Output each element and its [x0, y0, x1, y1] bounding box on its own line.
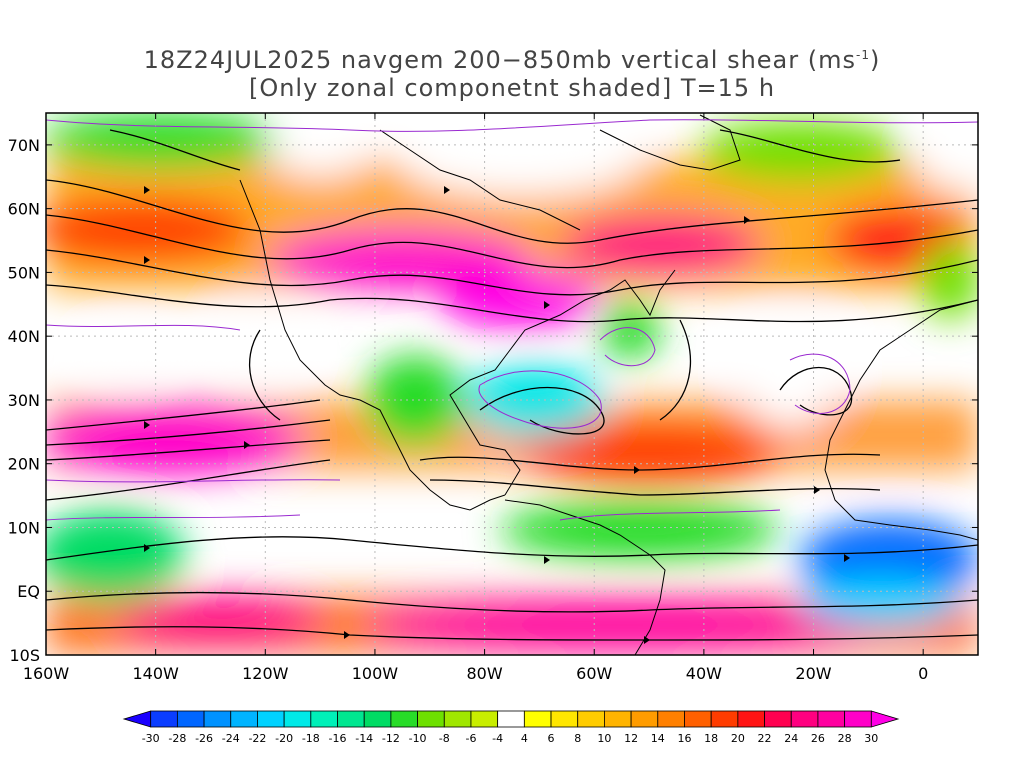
colorbar-swatch: [257, 710, 285, 728]
longitude-label: 80W: [466, 664, 502, 683]
latitude-label: 50N: [8, 263, 40, 282]
colorbar-label: -18: [302, 732, 320, 745]
colorbar-label: -12: [382, 732, 400, 745]
colorbar-swatch: [176, 710, 205, 728]
graticule: [46, 113, 978, 655]
colorbar-label: -6: [465, 732, 476, 745]
colorbar-swatch: [417, 710, 445, 728]
colorbar-swatch: [443, 710, 472, 728]
title-units-superscript: -1: [856, 48, 870, 62]
latitude-label: 70N: [8, 136, 40, 155]
colorbar-swatch: [790, 710, 819, 728]
colorbar-label: 8: [574, 732, 581, 745]
colorbar-swatch: [523, 710, 552, 728]
hudson-bay-coast: [379, 129, 581, 231]
streamline-arrowheads: [144, 186, 850, 644]
colorbar-label: -28: [168, 732, 186, 745]
colorbar-swatch: [844, 710, 872, 728]
longitude-label: 0: [918, 664, 928, 683]
title-suffix: ): [869, 46, 881, 74]
shading-blobs: [46, 113, 978, 655]
colorbar-label: 6: [548, 732, 555, 745]
north-america-east-coast: [449, 269, 676, 496]
colorbar-swatch: [710, 710, 739, 728]
title-text: 18Z24JUL2025 navgem 200−850mb vertical s…: [143, 46, 857, 74]
south-america-coast: [504, 499, 666, 655]
colorbar-swatch: [230, 710, 258, 728]
colorbar-label: -20: [275, 732, 293, 745]
colorbar-label: -26: [195, 732, 213, 745]
longitude-label: 20W: [795, 664, 831, 683]
colorbar-swatch: [657, 710, 685, 728]
colorbar-swatch: [550, 710, 579, 728]
colorbar-label: -30: [142, 732, 160, 745]
latitude-label: 30N: [8, 391, 40, 410]
colorbar-swatch: [122, 710, 152, 728]
latitude-label: 10S: [9, 646, 40, 665]
colorbar-swatch: [283, 710, 312, 728]
colorbar-swatch: [870, 710, 900, 728]
colorbar-label: 16: [677, 732, 691, 745]
latitude-label: EQ: [17, 582, 40, 601]
colorbar-swatch: [390, 710, 418, 728]
colorbar-label: -8: [439, 732, 450, 745]
colorbar-label: 12: [624, 732, 638, 745]
colorbar-label: 22: [758, 732, 772, 745]
colorbar-swatch: [630, 710, 659, 728]
colorbar-label: 28: [838, 732, 852, 745]
plot-frame: [45, 112, 979, 656]
colorbar-swatch: [577, 710, 605, 728]
colorbar-label: -14: [355, 732, 373, 745]
shaded-field: [46, 113, 978, 655]
colorbar-labels: -30 -28 -26 -24 -22 -20 -18 -16 -14 -12 -10 -8 -6 -4 4…: [142, 732, 879, 745]
longitude-label: 100W: [352, 664, 399, 683]
axis-ticks: [45, 113, 978, 656]
colorbar-label: -10: [409, 732, 427, 745]
colorbar-label: 30: [864, 732, 878, 745]
total-shear-contours: [46, 119, 978, 521]
longitude-label: 160W: [23, 664, 70, 683]
colorbar-swatch: [150, 710, 178, 728]
streamlines: [46, 129, 978, 641]
colorbar: [122, 710, 900, 728]
colorbar-swatch: [684, 710, 712, 728]
colorbar-swatch: [497, 710, 525, 728]
colorbar-label: 14: [651, 732, 665, 745]
colorbar-label: 4: [521, 732, 528, 745]
longitude-labels: 160W 140W 120W 100W 80W 60W 40W 20W 0: [23, 664, 928, 683]
latitude-label: 10N: [8, 518, 40, 537]
colorbar-swatch: [203, 710, 232, 728]
latitude-label: 20N: [8, 455, 40, 474]
colorbar-swatch: [604, 710, 632, 728]
colorbar-label: 24: [784, 732, 798, 745]
longitude-label: 120W: [242, 664, 289, 683]
colorbar-swatch: [737, 710, 765, 728]
longitude-label: 60W: [576, 664, 612, 683]
colorbar-swatch: [310, 710, 338, 728]
colorbar-label: 26: [811, 732, 825, 745]
colorbar-swatch: [337, 710, 365, 728]
map-title-line-2: [Only zonal componetnt shaded] T=15 h: [248, 74, 776, 102]
colorbar-swatch: [817, 710, 846, 728]
colorbar-label: -4: [492, 732, 503, 745]
latitude-label: 60N: [8, 200, 40, 219]
longitude-label: 140W: [132, 664, 179, 683]
colorbar-label: 10: [597, 732, 611, 745]
colorbar-label: -22: [248, 732, 266, 745]
colorbar-swatch: [363, 710, 392, 728]
map-title-line-1: 18Z24JUL2025 navgem 200−850mb vertical s…: [0, 46, 1024, 74]
colorbar-label: -16: [329, 732, 347, 745]
colorbar-label: -24: [222, 732, 240, 745]
colorbar-swatch: [764, 710, 792, 728]
latitude-label: 40N: [8, 327, 40, 346]
colorbar-label: 18: [704, 732, 718, 745]
longitude-label: 40W: [686, 664, 722, 683]
colorbar-swatch: [470, 710, 499, 728]
greenland-coast: [599, 114, 741, 171]
north-america-west-coast: [239, 179, 506, 511]
colorbar-label: 20: [731, 732, 745, 745]
latitude-labels: 70N 60N 50N 40N 30N 20N 10N EQ 10S: [8, 136, 40, 665]
